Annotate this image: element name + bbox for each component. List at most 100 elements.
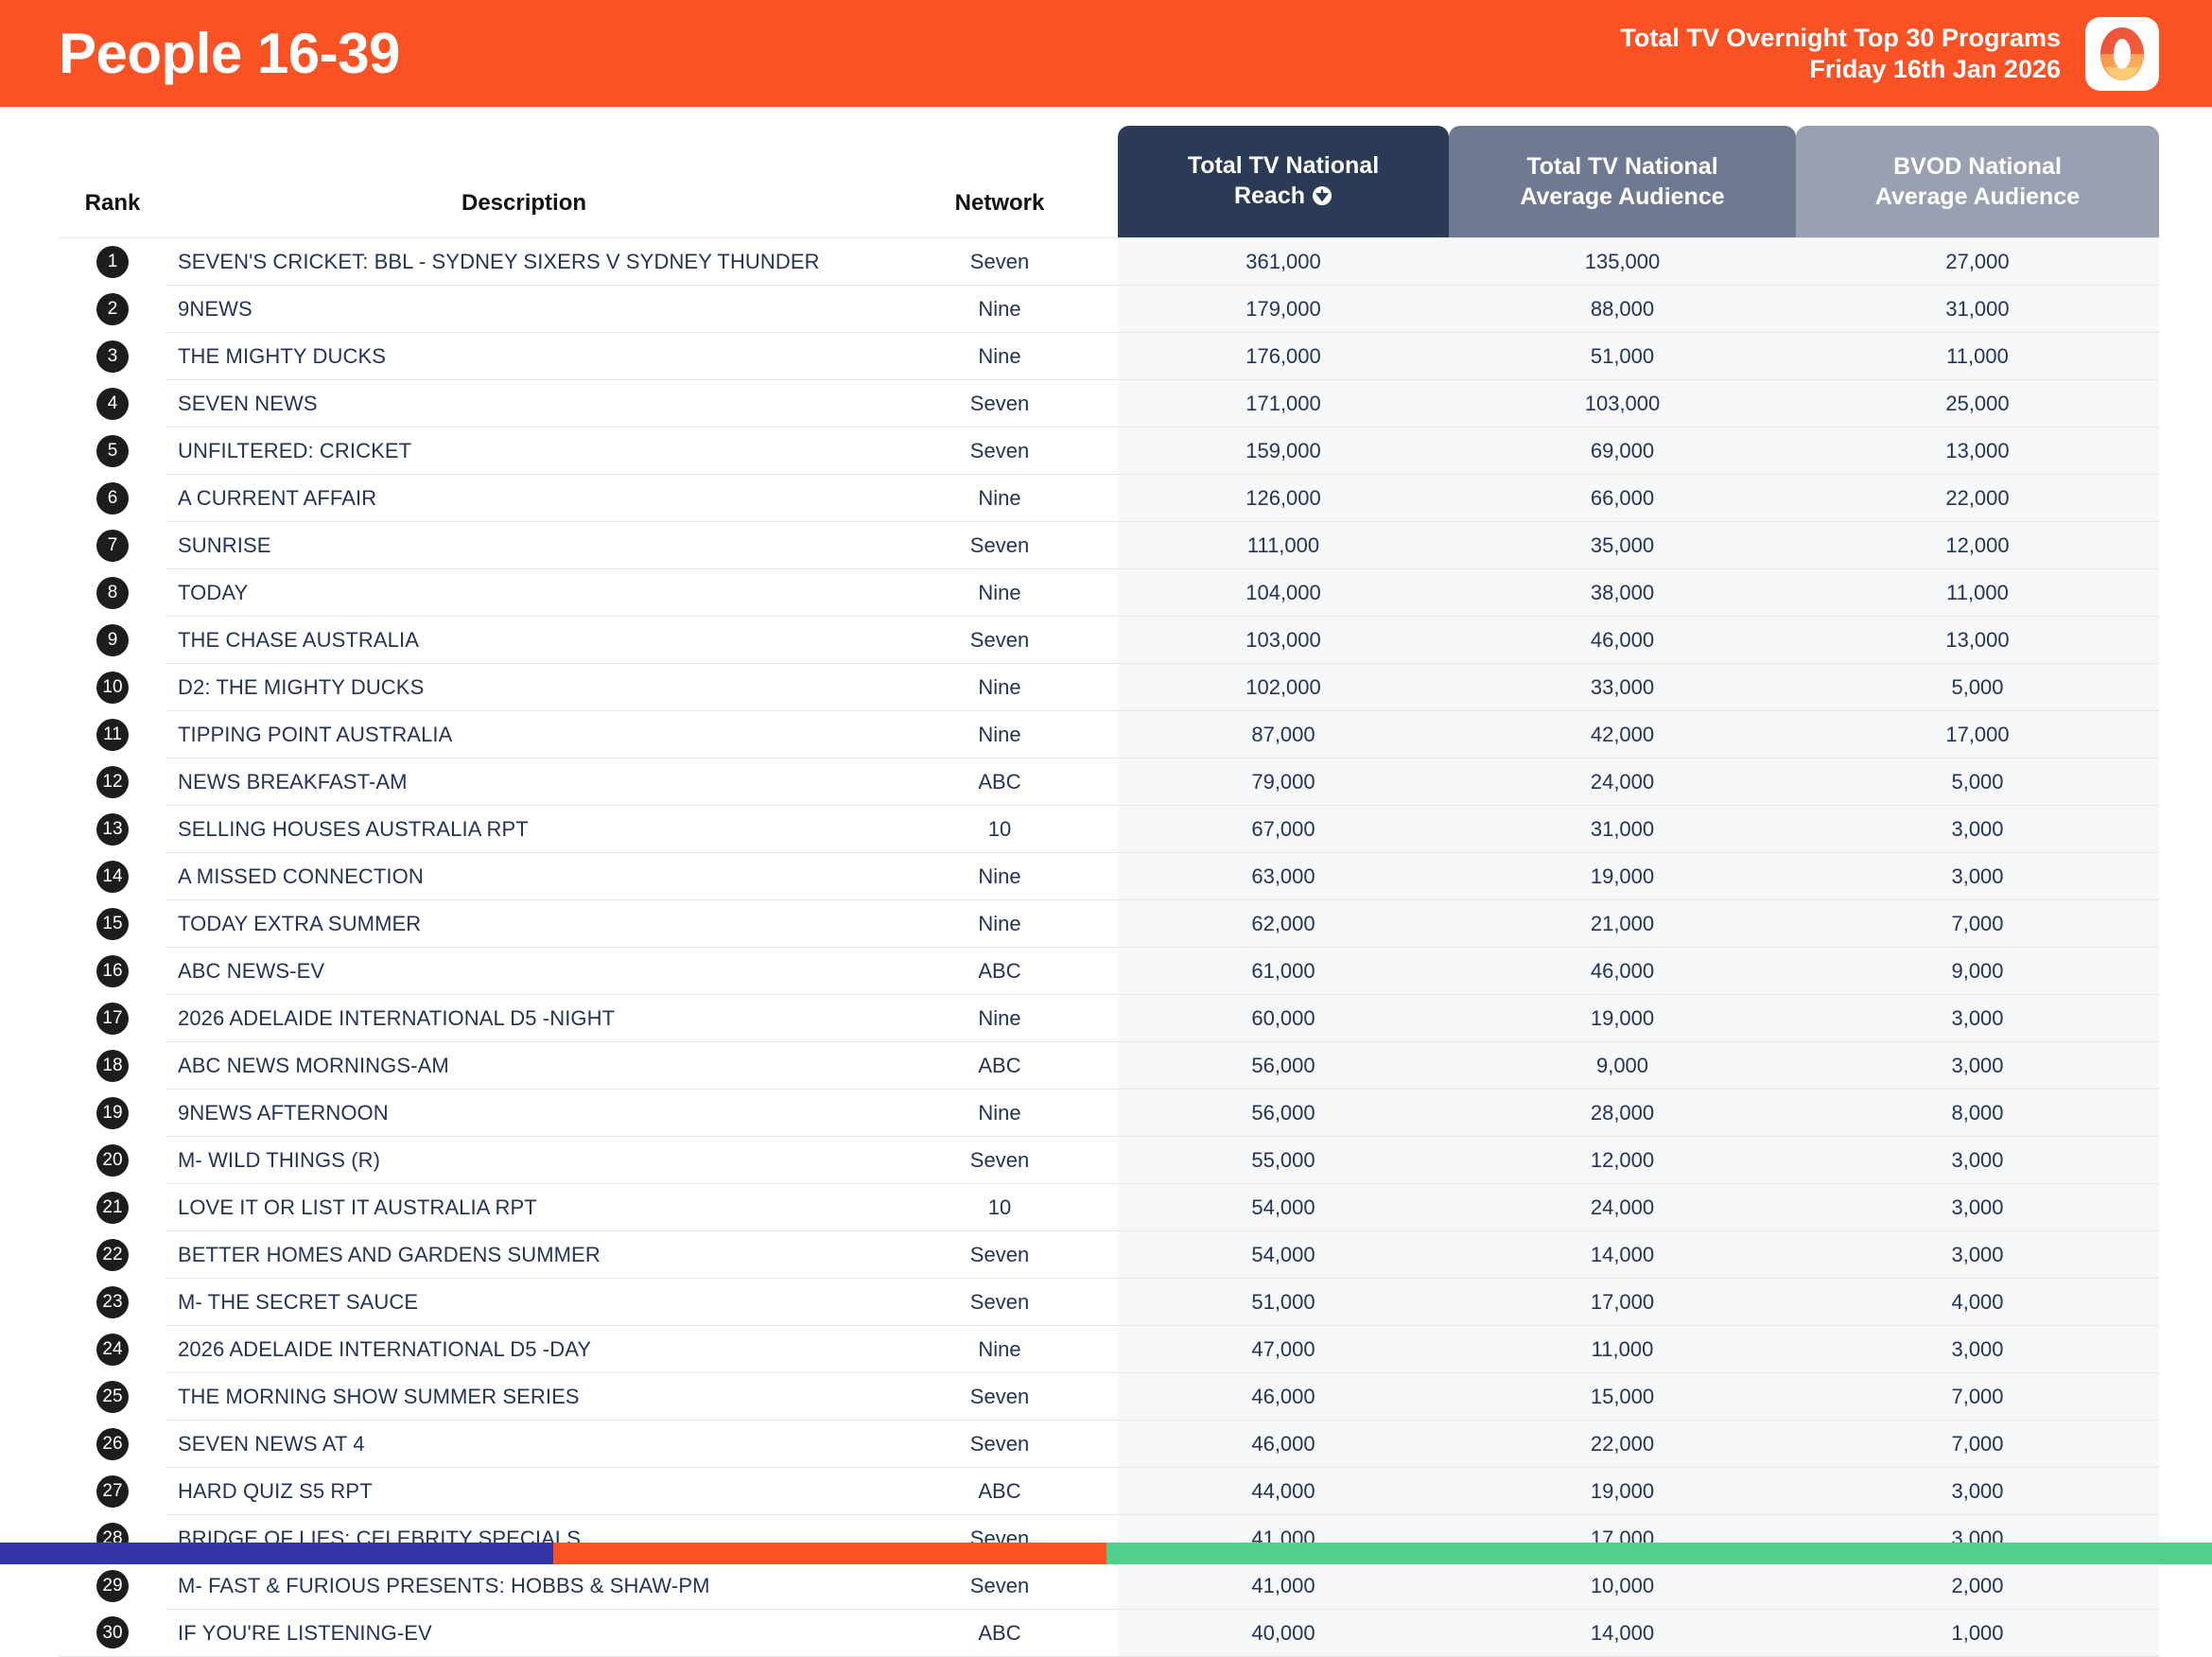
network-cell: ABC <box>881 1042 1118 1090</box>
program-description-cell: NEWS BREAKFAST-AM <box>166 759 881 806</box>
rank-badge: 26 <box>96 1428 129 1460</box>
network-cell: ABC <box>881 759 1118 806</box>
program-description-cell: 9NEWS AFTERNOON <box>166 1090 881 1137</box>
ranking-sheet: Rank Description Network Total TV Nation… <box>0 107 2212 1657</box>
total-tv-reach-cell: 102,000 <box>1118 664 1449 711</box>
network-cell: Seven <box>881 1562 1118 1610</box>
bvod-avg-audience-cell: 5,000 <box>1796 664 2159 711</box>
bvod-avg-audience-cell: 11,000 <box>1796 333 2159 380</box>
program-description-cell: SEVEN NEWS AT 4 <box>166 1421 881 1468</box>
bvod-avg-audience-cell: 25,000 <box>1796 380 2159 427</box>
rank-cell: 9 <box>59 617 166 664</box>
rank-cell: 2 <box>59 286 166 333</box>
network-cell: Nine <box>881 333 1118 380</box>
total-tv-avg-audience-cell: 19,000 <box>1449 853 1796 900</box>
rank-cell: 21 <box>59 1184 166 1231</box>
rank-cell: 29 <box>59 1562 166 1610</box>
column-header-total-tv-avg-audience[interactable]: Total TV National Average Audience <box>1449 107 1796 238</box>
program-description-cell: HARD QUIZ S5 RPT <box>166 1468 881 1515</box>
bvod-avg-audience-cell: 3,000 <box>1796 1137 2159 1184</box>
total-tv-avg-audience-cell: 51,000 <box>1449 333 1796 380</box>
total-tv-reach-cell: 46,000 <box>1118 1373 1449 1421</box>
column-header-description[interactable]: Description <box>166 107 881 238</box>
network-cell: Nine <box>881 1090 1118 1137</box>
total-tv-reach-cell: 54,000 <box>1118 1231 1449 1279</box>
total-tv-avg-audience-cell: 22,000 <box>1449 1421 1796 1468</box>
network-cell: Nine <box>881 286 1118 333</box>
rank-cell: 26 <box>59 1421 166 1468</box>
rank-badge: 11 <box>96 719 129 751</box>
total-tv-avg-audience-cell: 42,000 <box>1449 711 1796 759</box>
rank-badge: 24 <box>96 1334 129 1366</box>
network-cell: 10 <box>881 806 1118 853</box>
rank-badge: 23 <box>96 1286 129 1318</box>
rank-cell: 1 <box>59 238 166 286</box>
total-tv-avg-audience-cell: 38,000 <box>1449 569 1796 617</box>
rank-badge: 14 <box>96 861 129 893</box>
column-header-rank[interactable]: Rank <box>59 107 166 238</box>
rank-badge: 22 <box>96 1239 129 1271</box>
bvod-avg-audience-cell: 9,000 <box>1796 948 2159 995</box>
bvod-avg-audience-cell: 5,000 <box>1796 759 2159 806</box>
rank-badge: 19 <box>96 1097 129 1129</box>
program-description-cell: TODAY <box>166 569 881 617</box>
page-title: People 16-39 <box>59 26 400 82</box>
program-description-cell: ABC NEWS MORNINGS-AM <box>166 1042 881 1090</box>
sort-descending-icon[interactable] <box>1312 183 1332 214</box>
total-tv-reach-cell: 361,000 <box>1118 238 1449 286</box>
column-header-bvod-avg-audience[interactable]: BVOD National Average Audience <box>1796 107 2159 238</box>
column-header-network[interactable]: Network <box>881 107 1118 238</box>
network-cell: Nine <box>881 900 1118 948</box>
column-header-total-tv-reach[interactable]: Total TV National Reach <box>1118 107 1449 238</box>
network-cell: ABC <box>881 1468 1118 1515</box>
rank-badge: 3 <box>96 340 129 373</box>
total-tv-avg-audience-cell: 35,000 <box>1449 522 1796 569</box>
program-description-cell: IF YOU'RE LISTENING-EV <box>166 1610 881 1657</box>
rank-badge: 12 <box>96 766 129 798</box>
network-cell: Nine <box>881 853 1118 900</box>
program-description-cell: LOVE IT OR LIST IT AUSTRALIA RPT <box>166 1184 881 1231</box>
total-tv-reach-cell: 40,000 <box>1118 1610 1449 1657</box>
program-description-cell: SUNRISE <box>166 522 881 569</box>
total-tv-reach-cell: 159,000 <box>1118 427 1449 475</box>
total-tv-avg-audience-cell: 69,000 <box>1449 427 1796 475</box>
program-description-cell: THE CHASE AUSTRALIA <box>166 617 881 664</box>
total-tv-avg-audience-cell: 46,000 <box>1449 948 1796 995</box>
total-tv-avg-audience-cell: 24,000 <box>1449 1184 1796 1231</box>
rank-cell: 24 <box>59 1326 166 1373</box>
bvod-avg-audience-cell: 3,000 <box>1796 853 2159 900</box>
column-header-avg-line2: Average Audience <box>1520 183 1724 210</box>
report-meta: Total TV Overnight Top 30 Programs Frida… <box>1620 23 2061 85</box>
network-cell: Seven <box>881 1231 1118 1279</box>
total-tv-reach-cell: 103,000 <box>1118 617 1449 664</box>
